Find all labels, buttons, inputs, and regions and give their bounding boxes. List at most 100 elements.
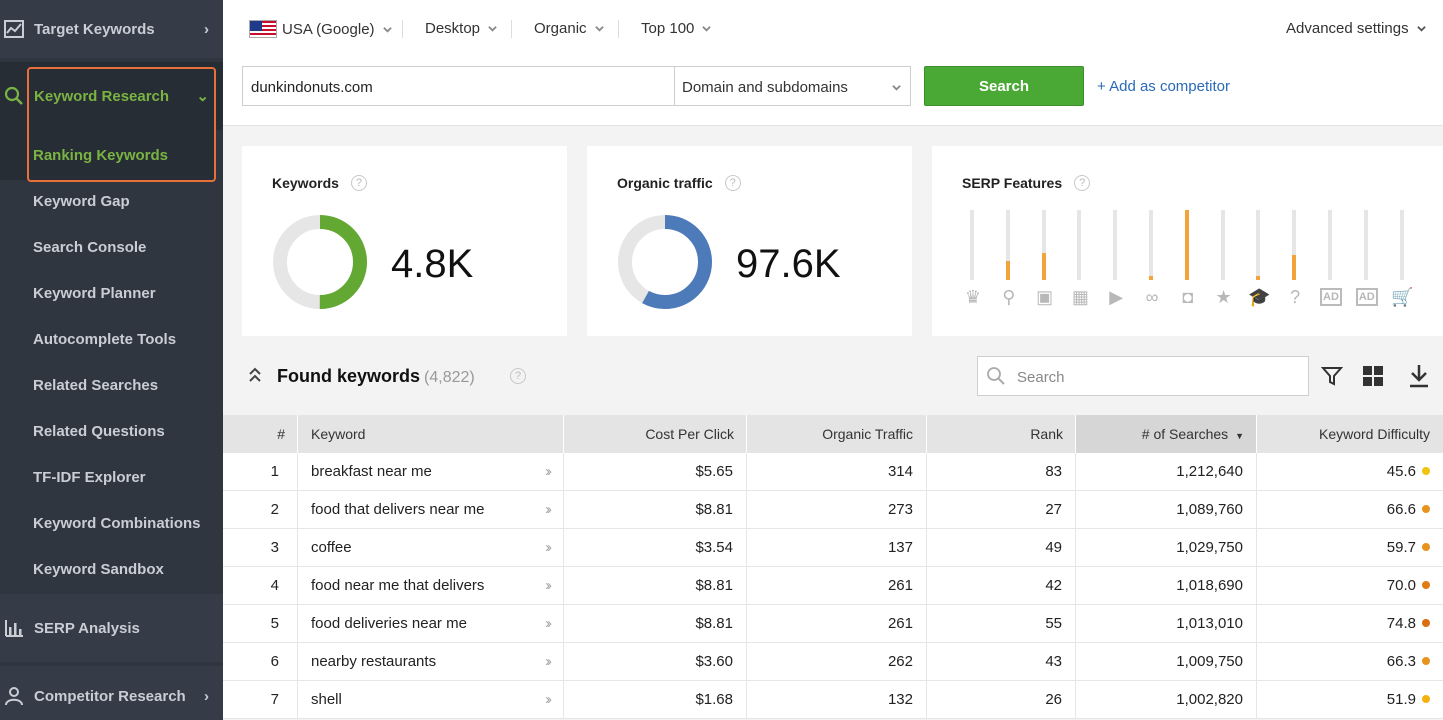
ad-top-icon: AD xyxy=(1320,288,1342,306)
serp-feature-track xyxy=(1149,210,1153,280)
featured-snippet-icon: ◘ xyxy=(1182,286,1194,307)
device-dropdown[interactable]: Desktop xyxy=(425,20,497,37)
chevron-down-icon xyxy=(702,26,712,32)
sidebar-section-target-keywords[interactable]: Target Keywords › xyxy=(0,0,223,58)
cell-num-value: 5 xyxy=(270,615,279,632)
sidebar-item-related-searches[interactable]: Related Searches xyxy=(33,377,159,394)
grid-view-icon[interactable] xyxy=(1360,363,1386,389)
cell-keyword[interactable]: food deliveries near me ›› xyxy=(298,605,564,643)
cell-traffic: 132 xyxy=(747,681,927,719)
cell-keyword-value: food that delivers near me xyxy=(311,501,485,518)
map-pin-icon: ⚲ xyxy=(1002,286,1016,307)
table-row[interactable]: 6 nearby restaurants ›› $3.60 262 43 1,009,750… xyxy=(223,643,1443,681)
cell-kd-value: 74.8 xyxy=(1386,615,1416,632)
column-header-rank[interactable]: Rank xyxy=(927,415,1076,453)
column-header-searches[interactable]: # of Searches ▼ xyxy=(1076,415,1257,453)
region-dropdown[interactable]: USA (Google) xyxy=(249,20,392,38)
sidebar-section-competitor-research[interactable]: Competitor Research › xyxy=(0,666,223,720)
column-header-num[interactable]: # xyxy=(223,415,298,453)
table-row[interactable]: 2 food that delivers near me ›› $8.81 273 27 1… xyxy=(223,491,1443,529)
cell-keyword[interactable]: breakfast near me ›› xyxy=(298,453,564,491)
cell-num-value: 6 xyxy=(270,653,279,670)
filter-icon[interactable] xyxy=(1319,363,1345,389)
cell-keyword[interactable]: nearby restaurants ›› xyxy=(298,643,564,681)
search-type-label: Organic xyxy=(534,20,587,37)
search-type-dropdown[interactable]: Organic xyxy=(534,20,604,37)
found-keywords-title: Found keywords (4,822) xyxy=(277,366,475,387)
chevron-down-icon xyxy=(488,26,497,32)
column-header-keyword[interactable]: Keyword xyxy=(298,415,564,453)
cell-rank-value: 55 xyxy=(1045,615,1062,632)
difficulty-dot-icon xyxy=(1422,619,1430,627)
help-icon[interactable]: ? xyxy=(510,368,526,384)
cell-keyword[interactable]: coffee ›› xyxy=(298,529,564,567)
table-row[interactable]: 5 food deliveries near me ›› $8.81 261 55 1,01… xyxy=(223,605,1443,643)
cell-traffic-value: 262 xyxy=(887,653,913,670)
cell-keyword-value: shell xyxy=(311,691,342,708)
expand-keyword-icon[interactable]: ›› xyxy=(545,577,552,594)
sidebar-item-keyword-gap[interactable]: Keyword Gap xyxy=(33,193,130,210)
cell-rank-value: 49 xyxy=(1045,539,1062,556)
cell-traffic: 261 xyxy=(747,605,927,643)
cell-rank: 55 xyxy=(927,605,1076,643)
cell-keyword[interactable]: shell ›› xyxy=(298,681,564,719)
column-header-keyword-difficulty[interactable]: Keyword Difficulty xyxy=(1318,426,1430,442)
difficulty-dot-icon xyxy=(1422,695,1430,703)
table-row[interactable]: 3 coffee ›› $3.54 137 49 1,029,750 59.7 xyxy=(223,529,1443,567)
search-button[interactable]: Search xyxy=(924,66,1084,106)
sidebar-item-ranking-keywords[interactable]: Ranking Keywords xyxy=(33,147,169,164)
help-icon[interactable]: ? xyxy=(1074,175,1091,191)
sidebar-item-autocomplete-tools[interactable]: Autocomplete Tools xyxy=(33,331,177,348)
help-icon[interactable]: ? xyxy=(350,175,367,191)
cell-rank-value: 42 xyxy=(1045,577,1062,594)
line-chart-icon xyxy=(2,17,26,41)
cell-traffic: 261 xyxy=(747,567,927,605)
cell-rank: 49 xyxy=(927,529,1076,567)
sidebar-item-tf-idf-explorer[interactable]: TF-IDF Explorer xyxy=(33,469,146,486)
table-row[interactable]: 4 food near me that delivers ›› $8.81 261 42 1… xyxy=(223,567,1443,605)
sidebar-item-search-console[interactable]: Search Console xyxy=(33,239,147,256)
cell-keyword[interactable]: food that delivers near me ›› xyxy=(298,491,564,529)
expand-keyword-icon[interactable]: ›› xyxy=(545,653,552,670)
sidebar-item-related-questions[interactable]: Related Questions xyxy=(33,423,165,440)
expand-keyword-icon[interactable]: ›› xyxy=(545,501,552,518)
expand-keyword-icon[interactable]: ›› xyxy=(545,539,552,556)
column-header-cpc[interactable]: Cost Per Click xyxy=(564,415,747,453)
download-icon[interactable] xyxy=(1406,363,1432,389)
difficulty-dot-icon xyxy=(1422,543,1430,551)
card-title: SERP Features ? xyxy=(962,175,1091,191)
cell-cpc: $1.68 xyxy=(564,681,747,719)
serp-feature-track xyxy=(1113,210,1118,280)
expand-keyword-icon[interactable]: ›› xyxy=(545,615,552,632)
column-header-searches-label: # of Searches xyxy=(1141,426,1229,442)
serp-features-title: SERP Features xyxy=(962,175,1063,191)
cell-searches-value: 1,002,820 xyxy=(1176,691,1243,708)
serp-feature-bar xyxy=(1256,276,1261,280)
sidebar-section-keyword-research[interactable]: Keyword Research ⌄ xyxy=(0,62,223,130)
chevron-right-icon: › xyxy=(204,687,209,705)
add-competitor-link[interactable]: + Add as competitor xyxy=(1097,78,1230,95)
table-search-input[interactable]: Search xyxy=(977,356,1309,396)
cell-cpc-value: $3.54 xyxy=(695,539,733,556)
cell-rank-value: 26 xyxy=(1045,691,1062,708)
card-title: Organic traffic ? xyxy=(617,175,741,191)
domain-input[interactable]: dunkindonuts.com xyxy=(242,66,674,106)
expand-keyword-icon[interactable]: ›› xyxy=(545,463,552,480)
expand-keyword-icon[interactable]: ›› xyxy=(545,691,552,708)
table-row[interactable]: 7 shell ›› $1.68 132 26 1,002,820 51.9 xyxy=(223,681,1443,719)
cell-cpc-value: $8.81 xyxy=(695,501,733,518)
sidebar-item-keyword-combinations[interactable]: Keyword Combinations xyxy=(33,515,201,532)
sidebar-section-serp-analysis[interactable]: SERP Analysis xyxy=(0,594,223,662)
scope-select[interactable]: Domain and subdomains xyxy=(674,66,911,106)
help-icon[interactable]: ? xyxy=(724,175,741,191)
advanced-settings-dropdown[interactable]: Advanced settings xyxy=(1286,20,1426,37)
column-header-organic-traffic[interactable]: Organic Traffic xyxy=(747,415,927,453)
sidebar-item-keyword-sandbox[interactable]: Keyword Sandbox xyxy=(33,561,164,578)
cell-rank: 27 xyxy=(927,491,1076,529)
sidebar-item-keyword-planner[interactable]: Keyword Planner xyxy=(33,285,156,302)
table-row[interactable]: 1 breakfast near me ›› $5.65 314 83 1,212,640 4… xyxy=(223,453,1443,491)
cell-keyword[interactable]: food near me that delivers ›› xyxy=(298,567,564,605)
search-icon xyxy=(986,366,1006,390)
depth-dropdown[interactable]: Top 100 xyxy=(641,20,712,37)
collapse-icon[interactable] xyxy=(248,366,262,387)
